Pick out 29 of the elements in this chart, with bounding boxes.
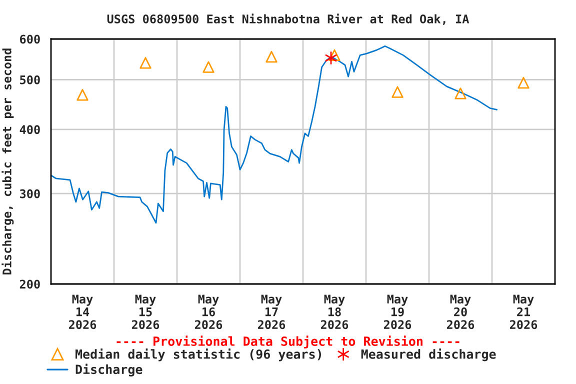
point — [454, 88, 466, 100]
point — [325, 51, 337, 65]
x-tick-label: May 14 2026 — [68, 294, 96, 330]
x-tick-label: May 20 2026 — [446, 294, 474, 330]
x-tick-label: May 15 2026 — [132, 294, 160, 330]
point — [76, 89, 88, 101]
y-axis-title: Discharge, cubic feet per second — [2, 48, 14, 274]
y-tick-label: 200 — [20, 280, 40, 289]
point — [328, 49, 340, 62]
chart-title: USGS 06809500 East Nishnabotna River at Red Oak, IA — [107, 14, 470, 25]
x-tick-label: May 19 2026 — [384, 294, 412, 330]
legend-label: Measured discharge — [361, 348, 496, 362]
x-tick-label: May 16 2026 — [194, 294, 222, 330]
point — [392, 86, 404, 98]
x-tick-label: May 18 2026 — [320, 294, 348, 330]
legend-label: Discharge — [76, 364, 142, 376]
point — [140, 57, 152, 69]
text: ---- Provisional Data Subject to Revision ---- — [116, 336, 460, 348]
y-tick-label: 500 — [20, 75, 40, 84]
y-tick-label: 400 — [20, 125, 40, 134]
x-tick-label: May 21 2026 — [510, 294, 538, 330]
point — [202, 61, 214, 73]
point — [266, 50, 278, 63]
y-tick-label: 300 — [20, 189, 40, 198]
x-tick-label: May 17 2026 — [258, 294, 286, 330]
legend-label: Median daily statistic (96 years) — [76, 348, 322, 362]
line-series — [51, 45, 498, 224]
y-tick-label: 600 — [20, 34, 40, 44]
point — [518, 76, 530, 89]
